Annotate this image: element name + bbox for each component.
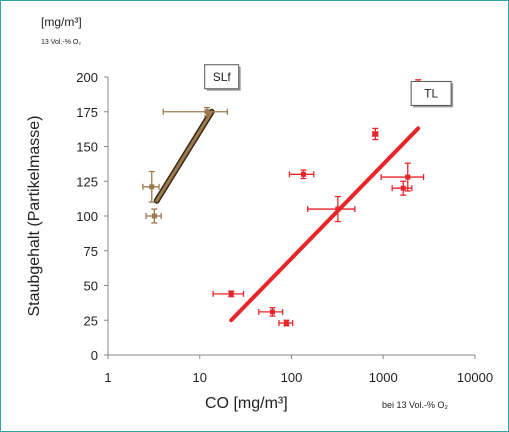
- data-point-tl: [400, 185, 406, 191]
- labels: [mg/m³] 13 Vol.-% O₂ Staubgehalt (Partik…: [26, 15, 449, 412]
- data-point-tl: [335, 206, 341, 212]
- x-tick-label: 1000: [369, 370, 398, 385]
- data-point-tl: [372, 131, 378, 137]
- data-point-slf: [149, 184, 155, 190]
- legend-box-tl: [410, 80, 452, 106]
- legend-box-slf: [204, 64, 240, 90]
- series-tl: TL: [212, 79, 454, 327]
- trend-line-tl: [229, 126, 421, 323]
- x-tick-label: 10: [193, 370, 207, 385]
- data-point-tl: [283, 320, 289, 326]
- data-point-slf: [204, 109, 210, 115]
- y-tick-label: 100: [76, 209, 98, 224]
- data-point-tl: [228, 291, 234, 297]
- data-point-tl: [269, 309, 275, 315]
- y-unit-label: [mg/m³]: [41, 15, 82, 29]
- y-unit-note: 13 Vol.-% O₂: [41, 39, 81, 46]
- axes: [107, 77, 475, 356]
- data-point-tl: [300, 171, 306, 177]
- y-tick-label: 125: [76, 174, 98, 189]
- y-tick-label: 200: [76, 70, 98, 85]
- x-tick-label: 1: [104, 370, 111, 385]
- series-slf: SLf: [142, 64, 241, 224]
- y-tick-label: 75: [84, 244, 98, 259]
- x-axis-label: CO [mg/m³]: [205, 395, 288, 412]
- y-ticks: 0 25 50 75 100 125 150 175 200: [76, 70, 108, 363]
- x-ticks: 1 10 100 1000 10000: [104, 355, 493, 385]
- y-tick-label: 0: [91, 348, 98, 363]
- series: SLf TL: [142, 64, 454, 327]
- x-tick-label: 100: [281, 370, 303, 385]
- x-tick-label: 10000: [457, 370, 493, 385]
- x-axis-note: bei 13 Vol.-% O₂: [382, 400, 449, 410]
- legend-label-tl: TL: [424, 86, 438, 100]
- y-tick-label: 50: [84, 279, 98, 294]
- y-tick-label: 150: [76, 140, 98, 155]
- data-point-tl: [405, 174, 411, 180]
- legend-label-slf: SLf: [213, 70, 232, 84]
- data-point-slf: [151, 213, 157, 219]
- y-tick-label: 25: [84, 313, 98, 328]
- y-axis-label: Staubgehalt (Partikelmasse): [26, 116, 43, 317]
- trend-line-slf: [155, 110, 214, 203]
- y-tick-label: 175: [76, 105, 98, 120]
